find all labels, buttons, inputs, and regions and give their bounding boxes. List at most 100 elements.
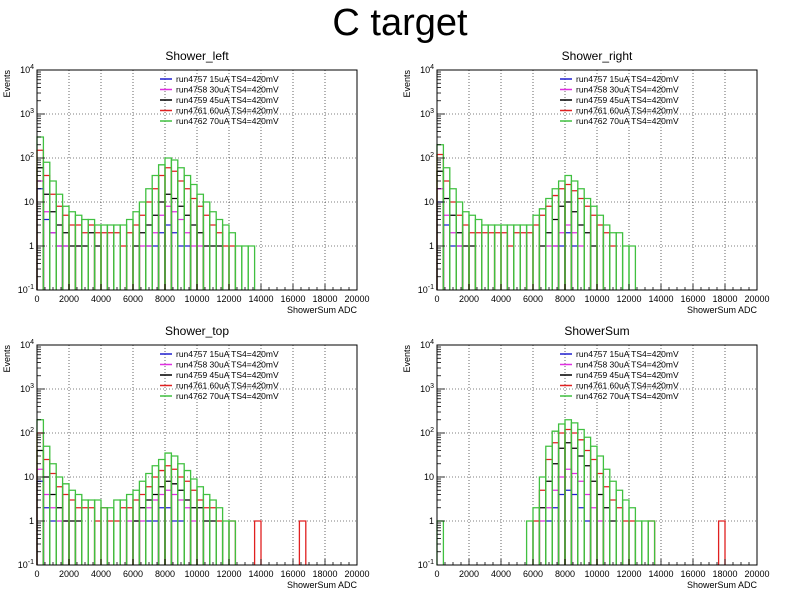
- histogram-bin: [461, 245, 470, 290]
- histogram-bin: [570, 211, 579, 290]
- histogram-bin: [551, 489, 560, 565]
- series-5: [436, 144, 637, 290]
- histogram-bin: [177, 499, 185, 565]
- x-axis-label: ShowerSum ADC: [287, 305, 358, 315]
- legend-entry: run4758 30uA TS4=420mV: [576, 85, 679, 95]
- histogram-bin: [138, 214, 147, 290]
- histogram-bin: [442, 180, 451, 290]
- series-4: [36, 149, 237, 290]
- histogram-bin: [209, 520, 217, 565]
- histogram-bin: [493, 224, 502, 290]
- x-tick-label: 12000: [216, 294, 241, 304]
- histogram-bin: [55, 193, 64, 290]
- y-tick-label: 10-1: [418, 559, 434, 570]
- histogram-bin: [557, 205, 566, 290]
- y-tick-label: 104: [20, 339, 34, 350]
- y-axis-label: Events: [2, 345, 12, 373]
- histogram-bin: [557, 245, 566, 290]
- histogram-bin: [209, 507, 217, 565]
- histogram-bin: [596, 472, 605, 565]
- histogram-bin: [545, 520, 553, 565]
- histogram-bin: [164, 167, 173, 290]
- x-tick-label: 2000: [59, 569, 79, 579]
- histogram-bin: [170, 159, 179, 290]
- histogram-bin: [570, 190, 579, 290]
- histogram-bin: [596, 493, 605, 565]
- histogram-bin: [589, 205, 598, 290]
- histogram-bin: [506, 245, 515, 290]
- legend-entry: run4759 45uA TS4=420mV: [576, 370, 679, 380]
- histogram-bin: [615, 489, 624, 565]
- histogram-bin: [551, 194, 560, 290]
- histogram-bin: [577, 439, 585, 565]
- histogram-bin: [647, 520, 656, 565]
- legend-entry: run4757 15uA TS4=420mV: [576, 74, 679, 84]
- y-tick-label: 104: [420, 339, 434, 350]
- x-tick-label: 4000: [491, 569, 511, 579]
- histogram-bin: [506, 224, 515, 290]
- histogram-bin: [545, 232, 553, 290]
- histogram-bin: [74, 507, 83, 565]
- histogram-bin: [577, 507, 585, 565]
- x-tick-label: 18000: [312, 569, 337, 579]
- x-tick-label: 8000: [155, 569, 175, 579]
- histogram-bin: [493, 232, 502, 290]
- x-tick-label: 18000: [712, 294, 737, 304]
- histogram-bin: [55, 486, 64, 565]
- y-tick-label: 1: [29, 516, 34, 526]
- histogram-bin: [87, 218, 96, 290]
- histogram-bin: [474, 232, 483, 290]
- histogram-bin: [551, 218, 560, 290]
- histogram-bin: [138, 245, 147, 290]
- histogram-bin: [132, 499, 141, 565]
- histogram-bin: [487, 224, 496, 290]
- histogram-bin: [106, 224, 115, 290]
- histogram-bin: [196, 507, 205, 565]
- histogram-bin: [583, 197, 592, 290]
- histogram-bin: [602, 507, 611, 565]
- histogram-bin: [564, 232, 573, 290]
- histogram-bin: [81, 218, 89, 290]
- y-tick-label: 102: [420, 152, 434, 163]
- histogram-bin: [545, 507, 553, 565]
- histogram-bin: [87, 224, 96, 290]
- histogram-bin: [125, 520, 134, 565]
- histogram-bin: [628, 507, 637, 565]
- histogram-bin: [596, 214, 605, 290]
- y-tick-label: 103: [20, 108, 34, 119]
- histogram-bin: [228, 232, 237, 290]
- histogram-bin: [61, 520, 70, 565]
- x-tick-label: 8000: [555, 569, 575, 579]
- histogram-bin: [564, 468, 573, 565]
- histogram-bin: [170, 493, 179, 565]
- histogram-bin: [42, 211, 51, 290]
- histogram-bin: [145, 486, 153, 565]
- histogram-bin: [93, 232, 102, 290]
- histogram-bin: [557, 432, 566, 565]
- histogram-bin: [138, 480, 147, 565]
- y-tick-label: 10: [24, 472, 34, 482]
- histogram-bin: [577, 197, 585, 290]
- x-tick-label: 4000: [91, 569, 111, 579]
- histogram-bin: [461, 224, 470, 290]
- y-tick-label: 10-1: [18, 559, 34, 570]
- histogram-bin: [221, 224, 230, 290]
- x-tick-label: 6000: [523, 294, 543, 304]
- histogram-bin: [138, 232, 147, 290]
- histogram-bin: [545, 197, 553, 290]
- x-tick-label: 0: [434, 569, 439, 579]
- histogram-bin: [177, 463, 185, 565]
- histogram-bin: [119, 245, 128, 290]
- y-tick-label: 10-1: [18, 284, 34, 295]
- histogram-bin: [557, 493, 566, 565]
- histogram-bin: [551, 430, 560, 565]
- histogram-bin: [106, 232, 115, 290]
- histogram-bin: [177, 167, 185, 290]
- y-tick-label: 103: [420, 383, 434, 394]
- histogram-bin: [164, 452, 173, 565]
- histogram-bin: [49, 211, 57, 290]
- histogram-bin: [68, 224, 77, 290]
- histogram-bin: [145, 245, 153, 290]
- histogram-bin: [68, 489, 77, 565]
- histogram-bin: [570, 493, 579, 565]
